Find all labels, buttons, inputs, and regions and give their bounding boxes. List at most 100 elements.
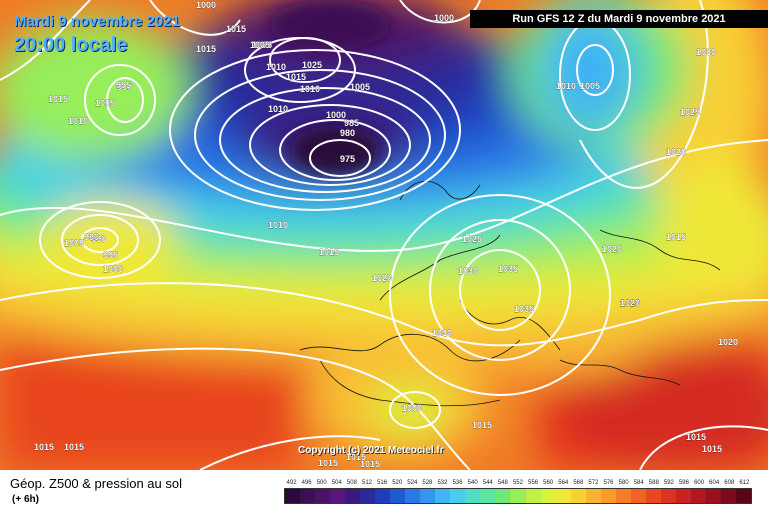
scale-swatch: [375, 489, 391, 503]
scale-swatch: [585, 489, 601, 503]
scale-tick-label: 544: [482, 480, 493, 486]
pressure-label: 1005: [250, 40, 270, 50]
isobar-high-3: [389, 194, 611, 396]
pressure-label: 1000: [402, 403, 422, 413]
run-banner: Run GFS 12 Z du Mardi 9 novembre 2021: [470, 10, 768, 28]
pressure-label: 990: [91, 234, 106, 244]
scale-swatch: [330, 489, 346, 503]
scale-tick-label: 528: [422, 480, 433, 486]
pressure-label: 1015: [226, 24, 246, 34]
pressure-label: 1005: [252, 40, 272, 50]
pressure-label: 1010: [268, 220, 288, 230]
scale-swatch: [720, 489, 736, 503]
scale-tick-label: 572: [588, 480, 599, 486]
scale-swatch: [525, 489, 541, 503]
isobar-low-995: [194, 69, 446, 201]
scale-swatch: [345, 489, 361, 503]
pressure-label: 1020: [620, 298, 640, 308]
scale-tick-label: 564: [558, 480, 569, 486]
pressure-label: 1010: [268, 104, 288, 114]
scale-tick-label: 504: [331, 480, 342, 486]
scale-tick-label: 548: [497, 480, 508, 486]
scale-tick-label: 560: [543, 480, 554, 486]
pressure-label: 1015: [702, 444, 722, 454]
scale-swatch: [645, 489, 661, 503]
isobar-w-1: [106, 77, 144, 123]
forecast-local-time: 20:00 locale: [14, 34, 128, 56]
isobar-ne-1: [576, 44, 614, 96]
scale-swatch: [465, 489, 481, 503]
scale-tick-label: 512: [362, 480, 373, 486]
scale-swatch: [705, 489, 721, 503]
scale-swatch: [315, 489, 331, 503]
scale-tick-label: 576: [603, 480, 614, 486]
pressure-label: 1030: [458, 266, 478, 276]
pressure-label: 1015: [666, 232, 686, 242]
pressure-label: 990: [84, 232, 99, 242]
scale-swatch: [690, 489, 706, 503]
pressure-label: 975: [340, 154, 355, 164]
scale-tick-label: 508: [346, 480, 357, 486]
pressure-label: 1015: [319, 247, 339, 257]
scale-swatch: [675, 489, 691, 503]
pressure-label: 1010: [556, 81, 576, 91]
scale-swatch: [600, 489, 616, 503]
isobar-sw-3: [39, 201, 161, 279]
scale-tick-label: 520: [392, 480, 403, 486]
scale-swatch: [420, 489, 436, 503]
legend-footer: Géop. Z500 & pression au sol (+ 6h) 492 4…: [0, 470, 768, 512]
pressure-label: 1000: [326, 110, 346, 120]
isobar-africa-low: [389, 391, 441, 429]
scale-swatch: [405, 489, 421, 503]
scale-tick-label: 556: [528, 480, 539, 486]
scale-swatch: [735, 489, 751, 503]
scale-swatch: [570, 489, 586, 503]
forecast-step: (+ 6h): [12, 494, 39, 505]
isobar-sw-1: [81, 227, 119, 253]
pressure-label: 985: [344, 118, 359, 128]
scale-swatch: [300, 489, 316, 503]
pressure-label: 1035: [498, 264, 518, 274]
scale-swatch: [360, 489, 376, 503]
pressure-label: 1025: [462, 234, 482, 244]
isobar-n-2: [244, 37, 356, 103]
isobar-high-1: [459, 249, 541, 331]
pressure-label: 1005: [580, 81, 600, 91]
pressure-label: 1020: [718, 337, 738, 347]
pressure-labels: 1000 1005 1015 1015 1005 1010 1025 1015 …: [34, 0, 738, 469]
scale-swatch: [450, 489, 466, 503]
scale-tick-label: 524: [407, 480, 418, 486]
isobar-low-990: [219, 87, 431, 193]
coastlines: [299, 181, 721, 407]
isobar-low-985: [249, 104, 411, 186]
pressure-label: 1015: [472, 420, 492, 430]
scale-tick-label: 568: [573, 480, 584, 486]
pressure-label: 1015: [64, 442, 84, 452]
scale-swatch: [540, 489, 556, 503]
pressure-label: 1015: [686, 432, 706, 442]
scale-swatch: [510, 489, 526, 503]
pressure-label: 1005: [350, 82, 370, 92]
scale-swatch: [495, 489, 511, 503]
pressure-label: 1015: [360, 459, 380, 469]
pressure-label: 1020: [602, 244, 622, 254]
pressure-label: 1000: [196, 0, 216, 10]
isobar-low-1000: [169, 49, 461, 211]
scale-swatch: [435, 489, 451, 503]
pressure-label: 1015: [34, 442, 54, 452]
scale-tick-label: 552: [512, 480, 523, 486]
scale-swatch: [555, 489, 571, 503]
pressure-label: 1025: [680, 107, 700, 117]
pressure-label: 1025: [302, 60, 322, 70]
scale-tick-label: 500: [316, 480, 327, 486]
pressure-label: 1015: [196, 44, 216, 54]
pressure-label: 995: [103, 250, 118, 260]
pressure-label: 1020: [620, 298, 640, 308]
scale-tick-label: 540: [467, 480, 478, 486]
scale-tick-label: 604: [709, 480, 720, 486]
pressure-label: 1000: [103, 264, 123, 274]
pressure-label: 1005: [95, 98, 115, 108]
color-scale-bar: [284, 488, 752, 504]
pressure-label: 1035: [514, 304, 534, 314]
scale-swatch: [390, 489, 406, 503]
